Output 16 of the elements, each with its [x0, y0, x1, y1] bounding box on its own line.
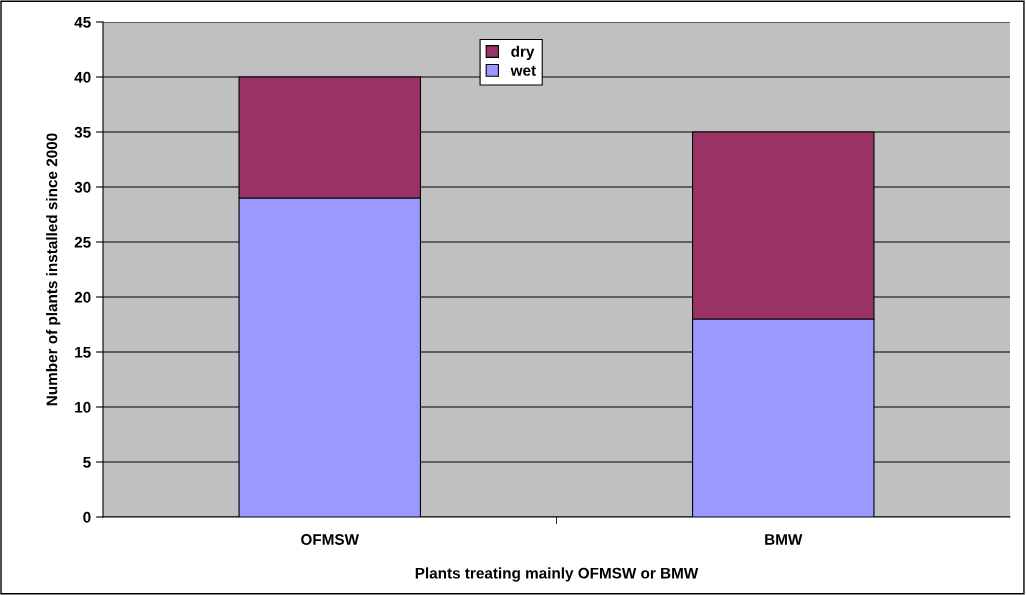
y-tick-label: 35: [74, 126, 91, 138]
y-tick-label: 30: [74, 181, 91, 193]
legend-label: dry: [511, 45, 535, 60]
legend-label: wet: [510, 65, 536, 76]
y-axis-title: Number of plants installed since 2000: [46, 133, 61, 406]
x-tick-label: BMW: [765, 534, 803, 545]
y-tick-label: 5: [83, 457, 91, 468]
y-tick-label: 40: [74, 71, 91, 83]
x-axis-title: Plants treating mainly OFMSW or BMW: [415, 567, 699, 582]
y-tick-label: 20: [74, 291, 91, 303]
y-tick-label: 0: [83, 511, 91, 523]
y-tick-label: 15: [75, 347, 91, 358]
y-tick-label: 25: [74, 236, 91, 248]
y-tick-label: 10: [75, 401, 91, 413]
x-tick-label: OFMSW: [301, 534, 360, 545]
y-tick-label: 45: [74, 17, 91, 28]
